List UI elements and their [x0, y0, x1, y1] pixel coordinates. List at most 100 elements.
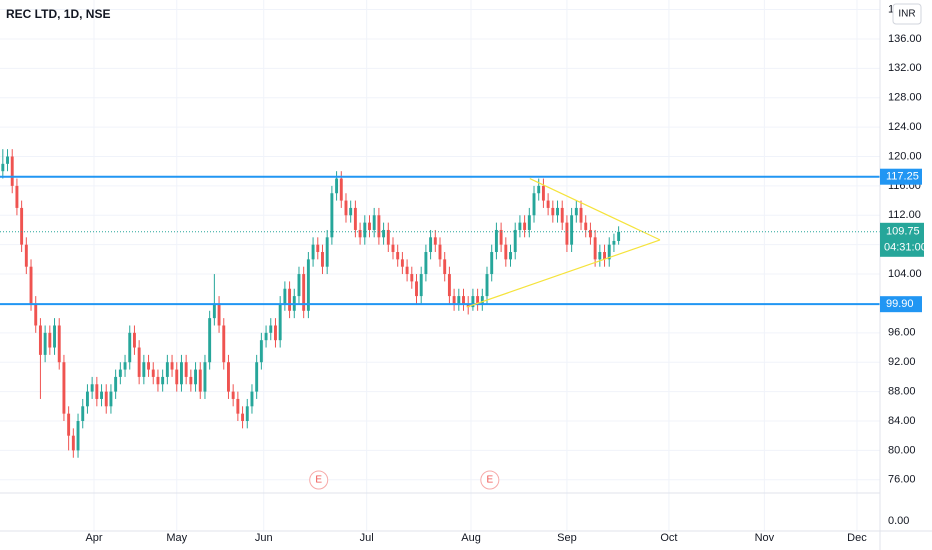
candle-body [570, 215, 574, 245]
candle-body [306, 259, 310, 311]
candle-body [38, 325, 42, 355]
candle-body [20, 207, 24, 245]
candle-body [377, 215, 381, 238]
candle-body [203, 362, 207, 392]
last-price-box [880, 222, 924, 257]
candle-body [429, 237, 433, 253]
candle-body [509, 252, 512, 260]
earnings-marker [309, 470, 329, 490]
candle-body [499, 229, 503, 245]
candle-body [579, 207, 583, 223]
y-tick-label: 76.00 [888, 474, 916, 486]
x-tick-label: Jul [360, 532, 374, 544]
candle-body [382, 229, 386, 238]
earnings-label: E [486, 475, 493, 486]
candle-body [245, 406, 249, 421]
candle-body [208, 318, 212, 363]
candle-body [109, 391, 113, 407]
candle-body [325, 237, 329, 267]
level-label-box [880, 168, 922, 185]
candle-body [123, 362, 127, 370]
candle-body [76, 420, 80, 451]
currency-button-box[interactable] [892, 3, 922, 25]
y-tick-label: 124.00 [888, 121, 922, 133]
candle-body [175, 369, 179, 385]
candle-body [330, 193, 334, 238]
candle-body [212, 303, 216, 319]
candle-body [504, 244, 508, 260]
candle-body [161, 376, 165, 385]
candle-body [612, 240, 616, 245]
y-tick-label: 92.00 [888, 356, 916, 368]
candle-body [53, 325, 56, 348]
candle-body [274, 325, 277, 341]
candle-body [349, 207, 353, 216]
candle-body [462, 296, 465, 304]
candle-body [532, 193, 536, 216]
candle-body [43, 332, 47, 355]
candle-body [466, 303, 470, 308]
x-tick-label: Dec [847, 532, 867, 544]
candle-body [67, 413, 71, 436]
y-tick-label: 112.00 [888, 209, 921, 221]
candle-body [81, 406, 85, 421]
candle-body [302, 274, 306, 311]
candle-body [603, 252, 606, 260]
candle-body [405, 266, 409, 275]
currency-label[interactable]: INR [898, 9, 915, 20]
candle-body [114, 376, 118, 392]
candle-body [358, 229, 362, 238]
candle-body [527, 215, 531, 230]
candle-body [1, 163, 5, 172]
candle-body [34, 303, 38, 326]
candle-body [227, 362, 230, 392]
candle-body [588, 229, 592, 238]
candle-body [353, 207, 357, 230]
candle-body [250, 391, 254, 407]
candle-body [29, 266, 33, 304]
y-tick-label: 120.00 [888, 150, 922, 162]
level-label: 99.90 [886, 298, 914, 310]
candle-body [217, 303, 221, 326]
candle-body [541, 185, 545, 201]
candle-body [523, 222, 527, 230]
candle-body [556, 207, 559, 216]
y-tick-label: 96.00 [888, 327, 916, 339]
chart-title: REC LTD, 1D, NSE [6, 7, 110, 21]
candle-body [316, 244, 320, 253]
candle-body [231, 391, 235, 399]
candle-body [424, 252, 428, 275]
candle-body [335, 178, 339, 194]
candle-body [48, 332, 52, 348]
candle-body [259, 340, 263, 363]
x-tick-label: Sep [557, 532, 577, 544]
candle-body [147, 362, 151, 370]
candle-body [137, 347, 141, 377]
candle-body [269, 325, 273, 333]
candle-body [419, 274, 423, 297]
y-tick-label: 84.00 [888, 415, 916, 427]
candle-body [90, 384, 94, 392]
candle-body [490, 252, 494, 275]
candle-body [593, 237, 597, 260]
candle-body [236, 398, 240, 414]
candle-body [391, 244, 395, 253]
earnings-marker [480, 470, 500, 490]
candle-body [189, 376, 193, 385]
candle-body [607, 244, 611, 260]
candle-body [363, 222, 367, 238]
candle-body [170, 362, 174, 370]
earnings-label: E [315, 475, 322, 486]
x-tick-label: Aug [461, 532, 481, 544]
candle-body [311, 244, 315, 260]
candle-body [386, 229, 390, 245]
candle-body [452, 296, 456, 304]
y-tick-label: 88.00 [888, 386, 916, 398]
candle-body [156, 376, 160, 385]
candle-body [518, 222, 522, 230]
candle-body [339, 178, 343, 201]
candle-body [71, 435, 75, 451]
candle-body [24, 244, 28, 267]
x-tick-label: May [166, 532, 187, 544]
currency-button[interactable]: INR [892, 3, 922, 25]
